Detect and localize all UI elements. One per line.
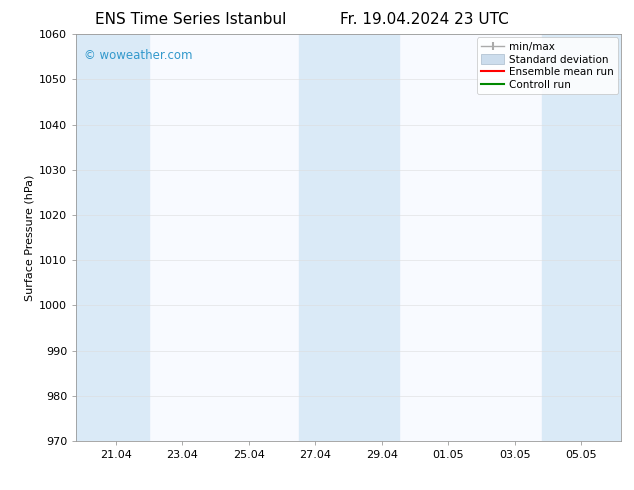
Y-axis label: Surface Pressure (hPa): Surface Pressure (hPa) <box>25 174 35 301</box>
Text: Fr. 19.04.2024 23 UTC: Fr. 19.04.2024 23 UTC <box>340 12 509 27</box>
Text: ENS Time Series Istanbul: ENS Time Series Istanbul <box>94 12 286 27</box>
Text: © woweather.com: © woweather.com <box>84 49 193 62</box>
Bar <box>541 34 621 441</box>
Bar <box>299 34 399 441</box>
Bar <box>76 34 149 441</box>
Legend: min/max, Standard deviation, Ensemble mean run, Controll run: min/max, Standard deviation, Ensemble me… <box>477 37 618 95</box>
